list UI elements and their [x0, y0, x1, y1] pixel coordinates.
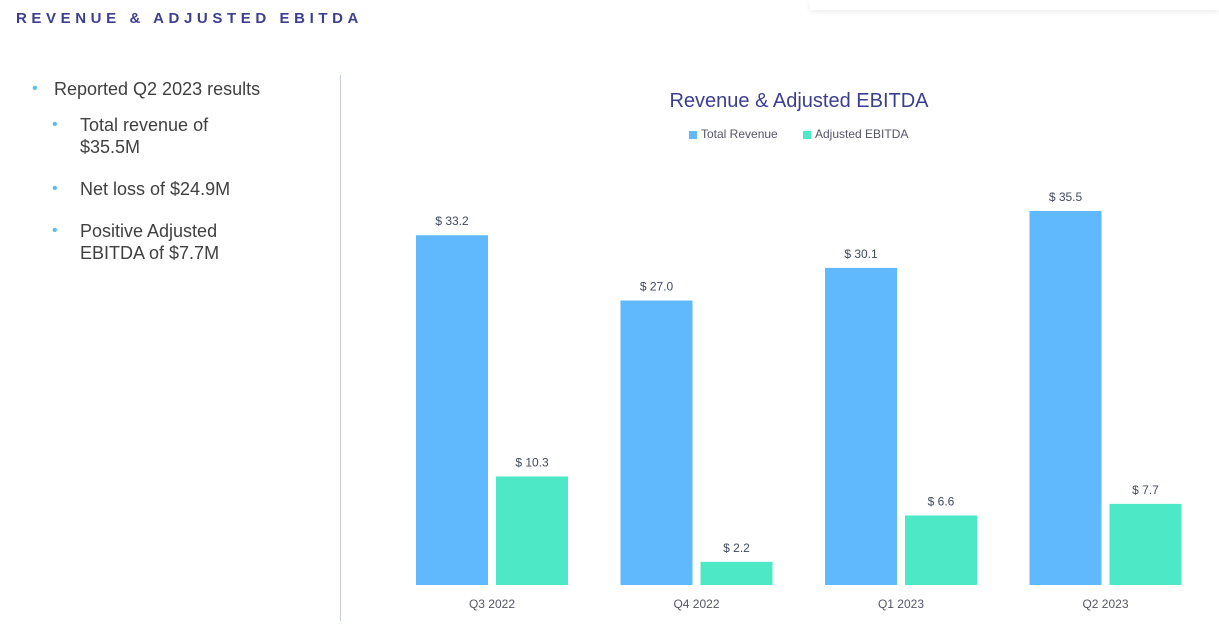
data-label-0-3: $ 35.5	[1049, 190, 1083, 204]
bar-1-3	[1109, 503, 1182, 585]
bullet-net-loss: Net loss of $24.9M	[30, 178, 270, 200]
bullet-list: Reported Q2 2023 results Total revenue o…	[30, 78, 320, 284]
bar-0-2	[825, 267, 897, 585]
bar-1-1	[700, 561, 773, 585]
legend-swatch-0	[689, 131, 697, 139]
data-label-1-1: $ 2.2	[723, 541, 750, 555]
x-tick-label-3: Q2 2023	[1082, 597, 1128, 611]
slide-title: REVENUE & ADJUSTED EBITDA	[16, 10, 363, 27]
data-label-0-1: $ 27.0	[640, 280, 674, 294]
legend-label-0: Total Revenue	[701, 127, 778, 141]
data-label-1-2: $ 6.6	[928, 494, 955, 508]
bullet-adjusted-ebitda: Positive Adjusted EBITDA of $7.7M	[30, 220, 270, 264]
bar-chart: Revenue & Adjusted EBITDA Total Revenue Ad…	[416, 90, 1182, 611]
data-label-1-3: $ 7.7	[1132, 483, 1159, 497]
x-tick-label-1: Q4 2022	[673, 597, 719, 611]
bar-1-0	[496, 476, 568, 585]
data-label-1-0: $ 10.3	[515, 455, 549, 469]
bar-1-2	[905, 515, 977, 585]
top-card	[810, 0, 1219, 10]
bar-0-0	[416, 235, 488, 585]
x-tick-label-0: Q3 2022	[469, 597, 515, 611]
bar-0-1	[620, 300, 693, 585]
bullet-main: Reported Q2 2023 results	[30, 78, 320, 100]
data-label-0-2: $ 30.1	[844, 247, 878, 261]
bar-0-3	[1029, 211, 1102, 585]
legend-label-1: Adjusted EBITDA	[815, 127, 908, 141]
legend-swatch-1	[803, 131, 811, 139]
chart-title: Revenue & Adjusted EBITDA	[669, 90, 929, 112]
data-label-0-0: $ 33.2	[435, 214, 469, 228]
x-tick-label-2: Q1 2023	[878, 597, 924, 611]
bullet-total-revenue: Total revenue of $35.5M	[30, 114, 270, 158]
divider	[340, 75, 341, 621]
